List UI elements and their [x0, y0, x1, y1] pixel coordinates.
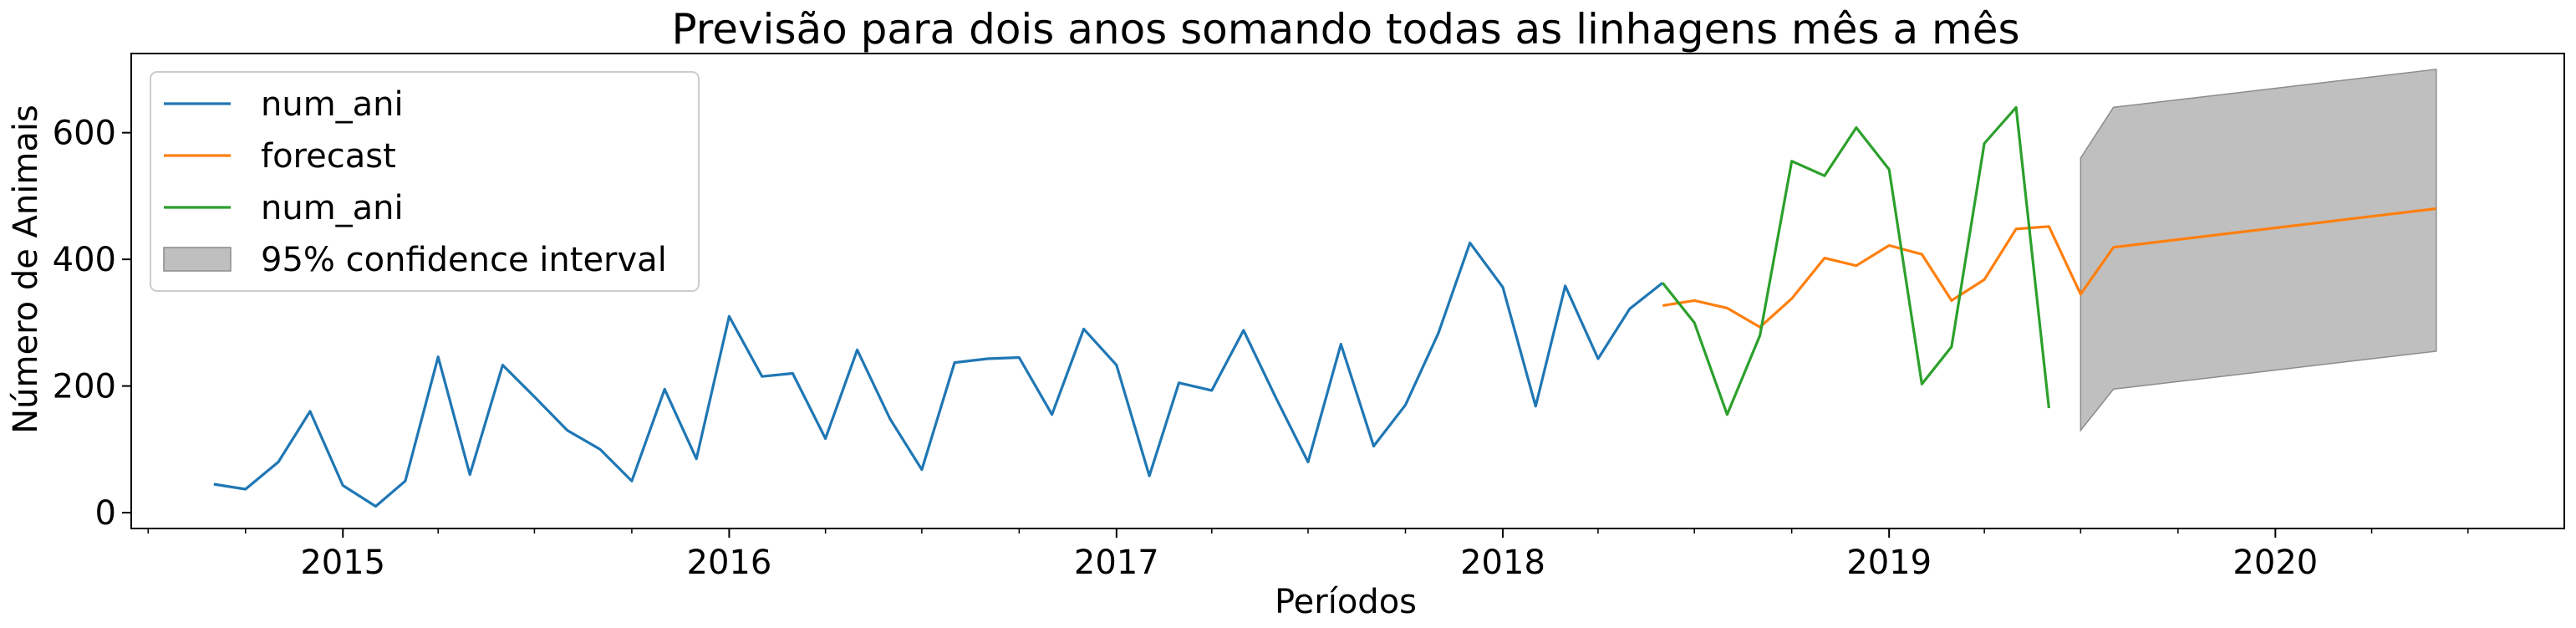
legend-label-3: num_ani	[261, 189, 404, 227]
confidence-band	[2080, 69, 2437, 432]
y-tick-label: 600	[53, 115, 116, 153]
series-line-3	[1661, 105, 2050, 416]
x-tick-label: 2017	[1074, 544, 1159, 582]
legend-label-1: num_ani	[261, 85, 404, 124]
y-axis-label: Número de Animais	[7, 105, 45, 434]
x-axis-label: Períodos	[1275, 583, 1417, 621]
legend-box	[150, 71, 700, 292]
x-tick-label: 2019	[1846, 544, 1932, 582]
series-line-2	[1662, 207, 2436, 329]
x-tick-label: 2016	[687, 544, 772, 582]
y-tick-label: 400	[53, 241, 116, 279]
x-tick-label: 2015	[300, 544, 385, 582]
x-tick-label: 2020	[2232, 544, 2318, 582]
axes-frame	[130, 53, 2565, 529]
axes: 2015 2016 2017 2018 2019 2020 0 200 400 600	[53, 53, 2565, 582]
chart-title: Previsão para dois anos somando todas as…	[671, 5, 2019, 54]
plot-area	[213, 69, 2437, 508]
legend-label-2: forecast	[261, 137, 396, 176]
x-tick-label: 2018	[1460, 544, 1545, 582]
legend: num_ani forecast num_ani 95% confidence int…	[150, 71, 700, 292]
legend-swatch-4	[163, 247, 232, 272]
y-tick-label: 200	[53, 368, 116, 406]
series-line-1	[213, 241, 1664, 508]
legend-label-4: 95% confidence interval	[261, 241, 667, 279]
y-tick-label: 0	[95, 494, 116, 533]
